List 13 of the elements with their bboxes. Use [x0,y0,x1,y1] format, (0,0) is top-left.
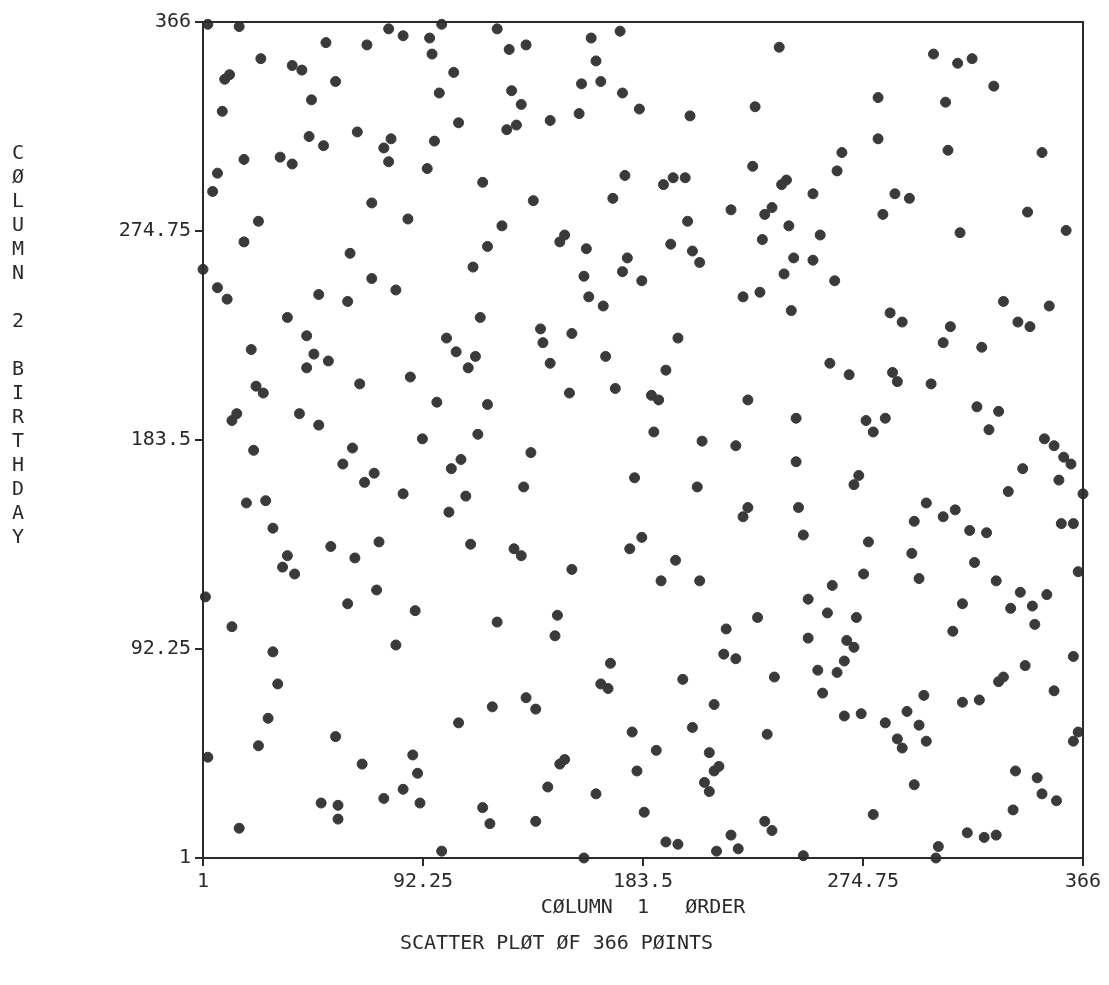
y-axis-title: CØLUMN 2 BIRTHDAY [6,140,30,548]
text: SCATTER PLØT ØF 366 PØINTS [399,930,714,955]
y-tick-label: 92.25 [130,635,191,660]
y-tick-label: 183.5 [130,426,191,451]
y-tick-label: 274.75 [118,217,191,242]
x-tick-label: 274.75 [826,868,900,893]
y-tick-label: 366 [154,8,191,33]
x-tick-label: 1 [196,868,210,893]
x-tick-label: 92.25 [392,868,454,893]
x-tick-label: 183.5 [612,868,674,893]
x-tick-label: 366 [1064,868,1102,893]
x-axis-title: CØLUMN 1 ØRDER [540,894,747,919]
y-tick-label: 1 [178,844,191,869]
